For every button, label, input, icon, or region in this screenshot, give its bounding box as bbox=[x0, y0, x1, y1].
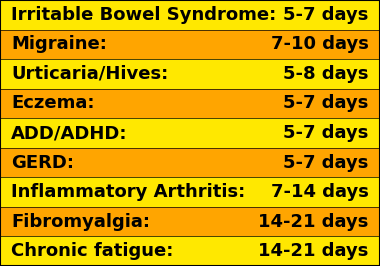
FancyBboxPatch shape bbox=[0, 177, 380, 207]
Text: 5-7 days: 5-7 days bbox=[283, 6, 369, 24]
FancyBboxPatch shape bbox=[0, 148, 380, 177]
FancyBboxPatch shape bbox=[0, 236, 380, 266]
Text: Eczema:: Eczema: bbox=[11, 94, 95, 113]
Text: 5-7 days: 5-7 days bbox=[283, 153, 369, 172]
Text: 5-7 days: 5-7 days bbox=[283, 94, 369, 113]
Text: Irritable Bowel Syndrome:: Irritable Bowel Syndrome: bbox=[11, 6, 277, 24]
FancyBboxPatch shape bbox=[0, 59, 380, 89]
Text: 5-7 days: 5-7 days bbox=[283, 124, 369, 142]
Text: Urticaria/Hives:: Urticaria/Hives: bbox=[11, 65, 169, 83]
Text: GERD:: GERD: bbox=[11, 153, 74, 172]
Text: 14-21 days: 14-21 days bbox=[258, 242, 369, 260]
Text: 7-14 days: 7-14 days bbox=[271, 183, 369, 201]
Text: 5-8 days: 5-8 days bbox=[283, 65, 369, 83]
FancyBboxPatch shape bbox=[0, 89, 380, 118]
FancyBboxPatch shape bbox=[0, 207, 380, 236]
Text: Chronic fatigue:: Chronic fatigue: bbox=[11, 242, 174, 260]
Text: ADD/ADHD:: ADD/ADHD: bbox=[11, 124, 128, 142]
Text: 7-10 days: 7-10 days bbox=[271, 35, 369, 53]
Text: Inflammatory Arthritis:: Inflammatory Arthritis: bbox=[11, 183, 245, 201]
FancyBboxPatch shape bbox=[0, 30, 380, 59]
FancyBboxPatch shape bbox=[0, 118, 380, 148]
Text: Migraine:: Migraine: bbox=[11, 35, 107, 53]
Text: Fibromyalgia:: Fibromyalgia: bbox=[11, 213, 150, 231]
Text: 14-21 days: 14-21 days bbox=[258, 213, 369, 231]
FancyBboxPatch shape bbox=[0, 0, 380, 30]
